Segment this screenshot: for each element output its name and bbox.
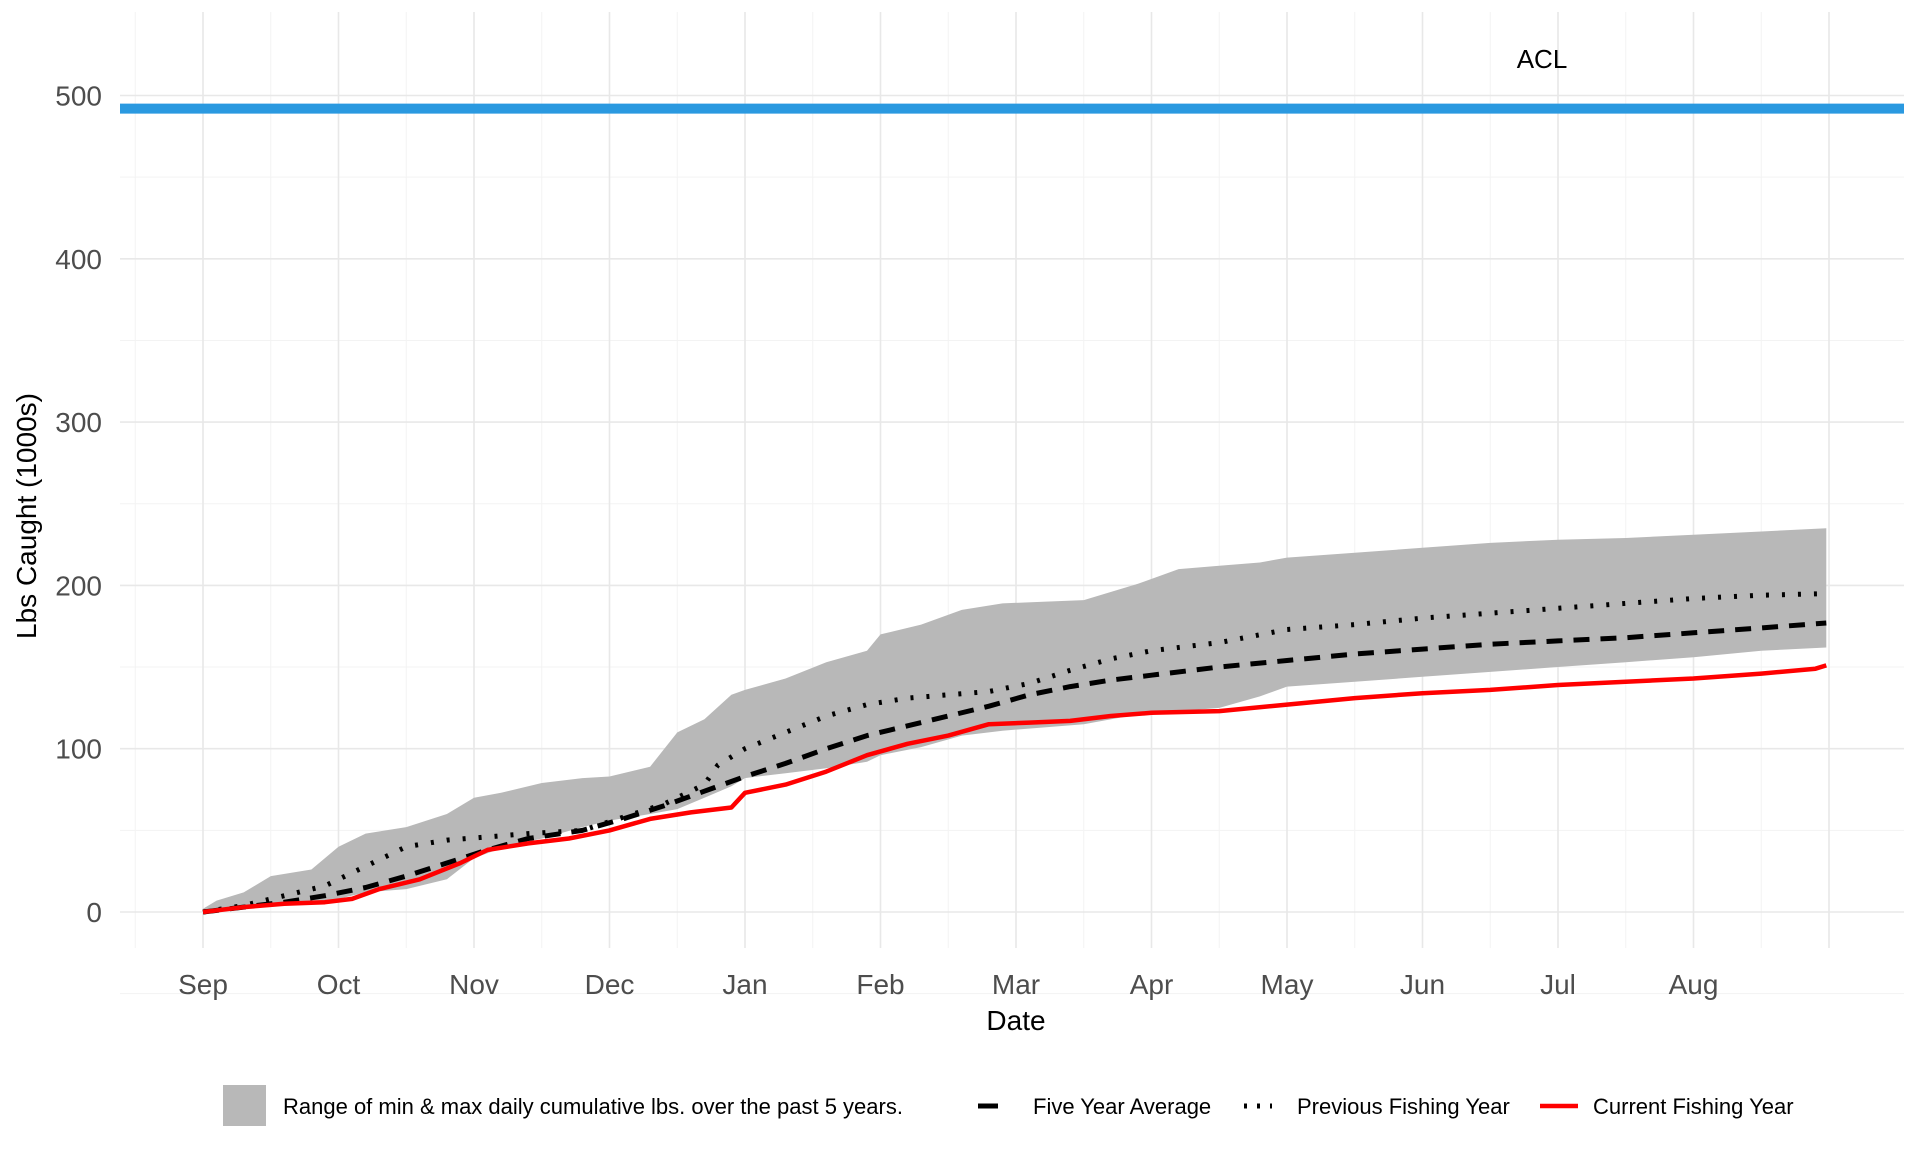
legend-previous-fishing-year-label: Previous Fishing Year xyxy=(1297,1094,1510,1119)
legend-item-current-fishing-year: Current Fishing Year xyxy=(1540,1094,1794,1119)
legend-item-band: Range of min & max daily cumulative lbs.… xyxy=(223,1085,903,1126)
x-tick-label: Oct xyxy=(317,969,361,1000)
y-tick-label: 500 xyxy=(55,81,102,112)
y-tick-label: 300 xyxy=(55,407,102,438)
x-tick-label: May xyxy=(1261,969,1314,1000)
x-tick-label: Jan xyxy=(722,969,767,1000)
x-tick-label: Dec xyxy=(585,969,635,1000)
five-year-average-line xyxy=(202,620,1827,915)
legend-current-fishing-year-label: Current Fishing Year xyxy=(1593,1094,1794,1119)
current-fishing-year-line xyxy=(202,663,1827,915)
y-axis-ticks: 0 100 200 300 400 500 xyxy=(55,81,102,929)
x-axis-ticks: Sep Oct Nov Dec Jan Feb Mar Apr May Jun Jul Aug xyxy=(178,969,1718,1000)
x-axis-title: Date xyxy=(986,1005,1045,1036)
acl-label: ACL xyxy=(1517,44,1568,74)
x-tick-label: Aug xyxy=(1669,969,1719,1000)
y-tick-label: 0 xyxy=(86,897,102,928)
x-tick-label: Sep xyxy=(178,969,228,1000)
previous-fishing-year-line xyxy=(202,591,1827,915)
x-tick-label: Jul xyxy=(1540,969,1576,1000)
x-tick-label: Feb xyxy=(856,969,904,1000)
legend-item-previous-fishing-year: Previous Fishing Year xyxy=(1244,1094,1510,1119)
range-band xyxy=(203,528,1827,912)
y-tick-label: 400 xyxy=(55,244,102,275)
y-tick-label: 200 xyxy=(55,570,102,601)
x-tick-label: Nov xyxy=(449,969,499,1000)
legend-item-five-year-average: Five Year Average xyxy=(978,1094,1211,1119)
legend: Range of min & max daily cumulative lbs.… xyxy=(223,1085,1794,1126)
x-tick-label: Apr xyxy=(1130,969,1174,1000)
plot-area xyxy=(120,103,1904,915)
y-axis-title: Lbs Caught (1000s) xyxy=(11,393,42,639)
legend-band-swatch xyxy=(223,1085,266,1126)
legend-band-label: Range of min & max daily cumulative lbs.… xyxy=(283,1094,903,1119)
x-tick-label: Jun xyxy=(1400,969,1445,1000)
x-tick-label: Mar xyxy=(992,969,1040,1000)
legend-five-year-average-label: Five Year Average xyxy=(1033,1094,1211,1119)
y-tick-label: 100 xyxy=(55,734,102,765)
